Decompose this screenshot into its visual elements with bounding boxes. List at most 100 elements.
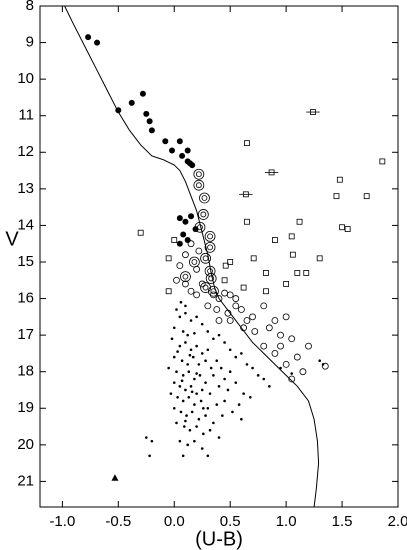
dot: [202, 406, 205, 410]
outer-ring: [193, 168, 205, 180]
open-circle: [249, 313, 256, 321]
open-circle: [198, 280, 206, 288]
dot: [191, 355, 195, 359]
square: [303, 270, 310, 276]
filled-circle: [148, 127, 155, 134]
dot: [228, 348, 232, 352]
inner-ring: [207, 233, 213, 240]
dot: [195, 372, 198, 375]
double-circle: [193, 168, 205, 180]
square: [244, 140, 250, 147]
dot: [251, 366, 254, 370]
dot: [188, 353, 192, 357]
dot: [170, 337, 174, 341]
dot: [181, 399, 185, 403]
square: [344, 226, 351, 232]
square: [171, 237, 178, 243]
dot: [176, 350, 179, 353]
dot: [178, 344, 182, 348]
square: [288, 233, 295, 240]
y-tick-label: 9: [26, 34, 34, 51]
double-circle: [199, 192, 210, 204]
square: [289, 251, 296, 258]
y-tick-label: 12: [17, 143, 34, 160]
dot: [199, 399, 203, 403]
x-tick-label: 0.5: [220, 513, 241, 530]
dot: [176, 395, 179, 399]
open-circle: [282, 360, 290, 368]
dot: [189, 385, 193, 388]
open-circle: [232, 295, 240, 302]
square: [222, 262, 229, 269]
dot: [208, 428, 212, 432]
dot: [240, 417, 243, 421]
open-circle: [240, 324, 248, 332]
outer-ring: [197, 209, 209, 220]
outer-ring: [204, 241, 216, 253]
filled-circle: [179, 152, 186, 159]
dot: [175, 308, 178, 311]
open-circle: [277, 342, 284, 350]
dot: [249, 395, 252, 399]
dot: [172, 381, 176, 384]
dot: [240, 352, 243, 355]
square: [137, 229, 144, 236]
inner-ring: [207, 244, 213, 251]
dot: [195, 392, 198, 395]
plot-frame: [39, 5, 399, 508]
outer-ring: [199, 192, 210, 204]
double-circle: [197, 209, 209, 220]
dot: [148, 454, 151, 458]
inner-ring: [201, 195, 208, 201]
double-circle: [200, 252, 211, 264]
dot: [186, 333, 189, 337]
y-tick-label: 15: [17, 253, 34, 270]
dot: [223, 341, 226, 344]
open-circle: [193, 291, 201, 299]
y-tick-label: 11: [18, 107, 34, 124]
y-tick-label: 17: [17, 326, 34, 343]
dot: [234, 355, 238, 359]
dot: [228, 370, 232, 373]
square: [316, 255, 323, 262]
dot: [172, 355, 176, 359]
dot: [187, 370, 191, 373]
dot: [179, 300, 183, 304]
dot: [172, 326, 176, 330]
filled-circle: [94, 39, 101, 46]
x-tick-label: -1.0: [49, 513, 75, 530]
dot: [197, 417, 201, 421]
dot: [178, 315, 182, 319]
open-circle: [195, 247, 203, 255]
double-circle: [193, 179, 205, 191]
open-circle: [173, 276, 180, 284]
square: [272, 237, 278, 243]
x-tick-label: 1.0: [276, 513, 297, 530]
open-circle: [299, 368, 307, 376]
open-circle: [260, 302, 268, 310]
dot: [256, 374, 260, 377]
open-circle: [215, 295, 223, 302]
square: [227, 259, 234, 265]
inner-ring: [182, 273, 189, 280]
x-tick-label: 0.0: [164, 513, 185, 530]
dot: [206, 454, 210, 458]
square: [333, 193, 340, 200]
square: [250, 255, 257, 262]
x-tick-label: 2.0: [388, 513, 407, 530]
square: [221, 277, 228, 284]
open-circle: [187, 240, 195, 248]
dot: [184, 311, 187, 315]
open-circle: [187, 287, 195, 295]
y-tick-label: 20: [17, 436, 34, 453]
plot-area: [64, 6, 386, 507]
dot: [190, 390, 194, 394]
dot: [181, 330, 185, 333]
open-circle: [221, 289, 228, 297]
square: [283, 281, 290, 287]
dot: [175, 421, 178, 425]
y-tick-label: 8: [26, 0, 34, 14]
square: [263, 270, 269, 276]
outer-ring: [204, 230, 216, 242]
